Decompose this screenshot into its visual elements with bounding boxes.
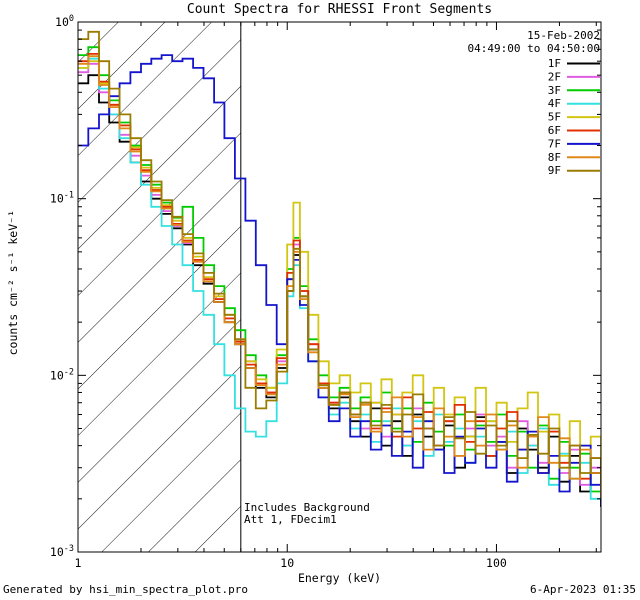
axis-tick-labels: 1 10 100 10-3 10-2 10-1 100 (50, 14, 507, 570)
x-tick-label: 100 (486, 556, 507, 570)
render-timestamp: 6-Apr-2023 01:35 (530, 583, 636, 596)
y-axis-label: counts cm⁻² s⁻¹ keV⁻¹ (6, 210, 20, 356)
y-tick-label: 100 (55, 14, 74, 29)
x-tick-label: 10 (280, 556, 294, 570)
plot-title: Count Spectra for RHESSI Front Segments (186, 2, 493, 17)
observation-date-label: 15-Feb-2002 (527, 29, 600, 42)
y-tick-label: 10-2 (50, 367, 74, 382)
series-9F (78, 30, 601, 485)
legend-label-9F: 9F (548, 164, 561, 177)
legend-label-7F: 7F (548, 137, 561, 150)
spectra-series-group (78, 30, 601, 507)
generator-credit: Generated by hsi_min_spectra_plot.pro (3, 583, 249, 596)
legend-label-4F: 4F (548, 97, 561, 110)
plot-frame (77, 21, 602, 553)
y-tick-label: 10-1 (50, 191, 74, 206)
attenuator-note: Att 1, FDecim1 (244, 513, 337, 526)
legend-label-6F: 6F (548, 124, 561, 137)
series-7F (78, 54, 601, 507)
legend-label-2F: 2F (548, 70, 561, 83)
legend-label-5F: 5F (548, 111, 561, 124)
time-range-label: 04:49:00 to 04:50:00 (467, 42, 600, 55)
legend-label-1F: 1F (548, 57, 561, 70)
legend-label-3F: 3F (548, 84, 561, 97)
axis-ticks (77, 21, 601, 553)
background-note: Includes Background (244, 501, 370, 514)
legend-label-8F: 8F (548, 151, 561, 164)
x-tick-label: 1 (75, 556, 82, 570)
y-tick-label: 10-3 (50, 544, 74, 559)
x-axis-label: Energy (keV) (297, 571, 382, 585)
